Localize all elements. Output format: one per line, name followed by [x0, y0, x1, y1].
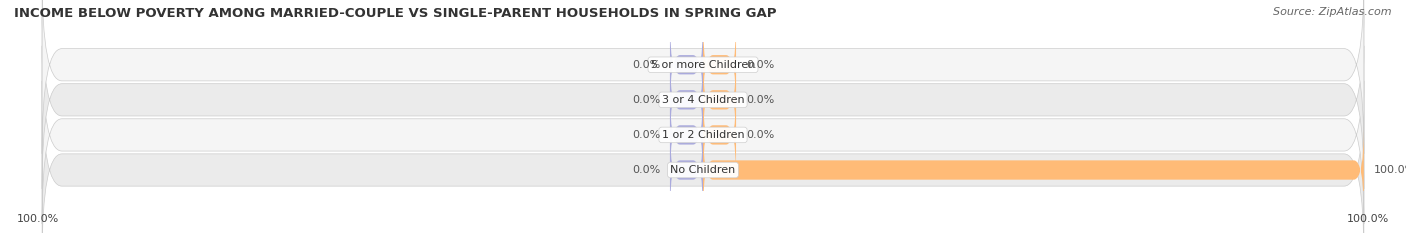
- Text: 0.0%: 0.0%: [747, 130, 775, 140]
- Text: 0.0%: 0.0%: [747, 60, 775, 70]
- FancyBboxPatch shape: [42, 46, 1364, 224]
- FancyBboxPatch shape: [42, 0, 1364, 154]
- Text: 100.0%: 100.0%: [1347, 214, 1389, 224]
- Text: Source: ZipAtlas.com: Source: ZipAtlas.com: [1274, 7, 1392, 17]
- Text: 100.0%: 100.0%: [17, 214, 59, 224]
- FancyBboxPatch shape: [703, 92, 737, 178]
- FancyBboxPatch shape: [669, 92, 703, 178]
- Text: 3 or 4 Children: 3 or 4 Children: [662, 95, 744, 105]
- Text: 100.0%: 100.0%: [1374, 165, 1406, 175]
- FancyBboxPatch shape: [703, 57, 737, 143]
- FancyBboxPatch shape: [703, 127, 1364, 213]
- Text: 0.0%: 0.0%: [631, 60, 659, 70]
- Text: 0.0%: 0.0%: [747, 95, 775, 105]
- Text: 0.0%: 0.0%: [631, 130, 659, 140]
- FancyBboxPatch shape: [669, 57, 703, 143]
- FancyBboxPatch shape: [42, 11, 1364, 189]
- FancyBboxPatch shape: [669, 22, 703, 108]
- Text: 5 or more Children: 5 or more Children: [651, 60, 755, 70]
- FancyBboxPatch shape: [42, 81, 1364, 233]
- Text: 1 or 2 Children: 1 or 2 Children: [662, 130, 744, 140]
- Text: INCOME BELOW POVERTY AMONG MARRIED-COUPLE VS SINGLE-PARENT HOUSEHOLDS IN SPRING : INCOME BELOW POVERTY AMONG MARRIED-COUPL…: [14, 7, 776, 20]
- Text: No Children: No Children: [671, 165, 735, 175]
- Text: 0.0%: 0.0%: [631, 95, 659, 105]
- Text: 0.0%: 0.0%: [631, 165, 659, 175]
- FancyBboxPatch shape: [703, 22, 737, 108]
- FancyBboxPatch shape: [669, 127, 703, 213]
